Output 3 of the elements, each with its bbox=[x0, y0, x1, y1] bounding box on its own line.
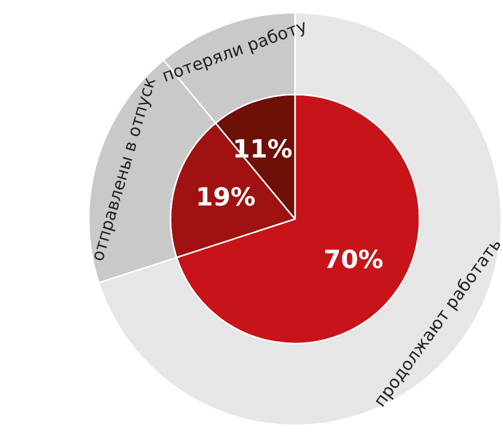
data-label: 19% bbox=[196, 182, 256, 212]
data-label: 11% bbox=[232, 134, 292, 164]
data-label: 70% bbox=[324, 244, 384, 274]
